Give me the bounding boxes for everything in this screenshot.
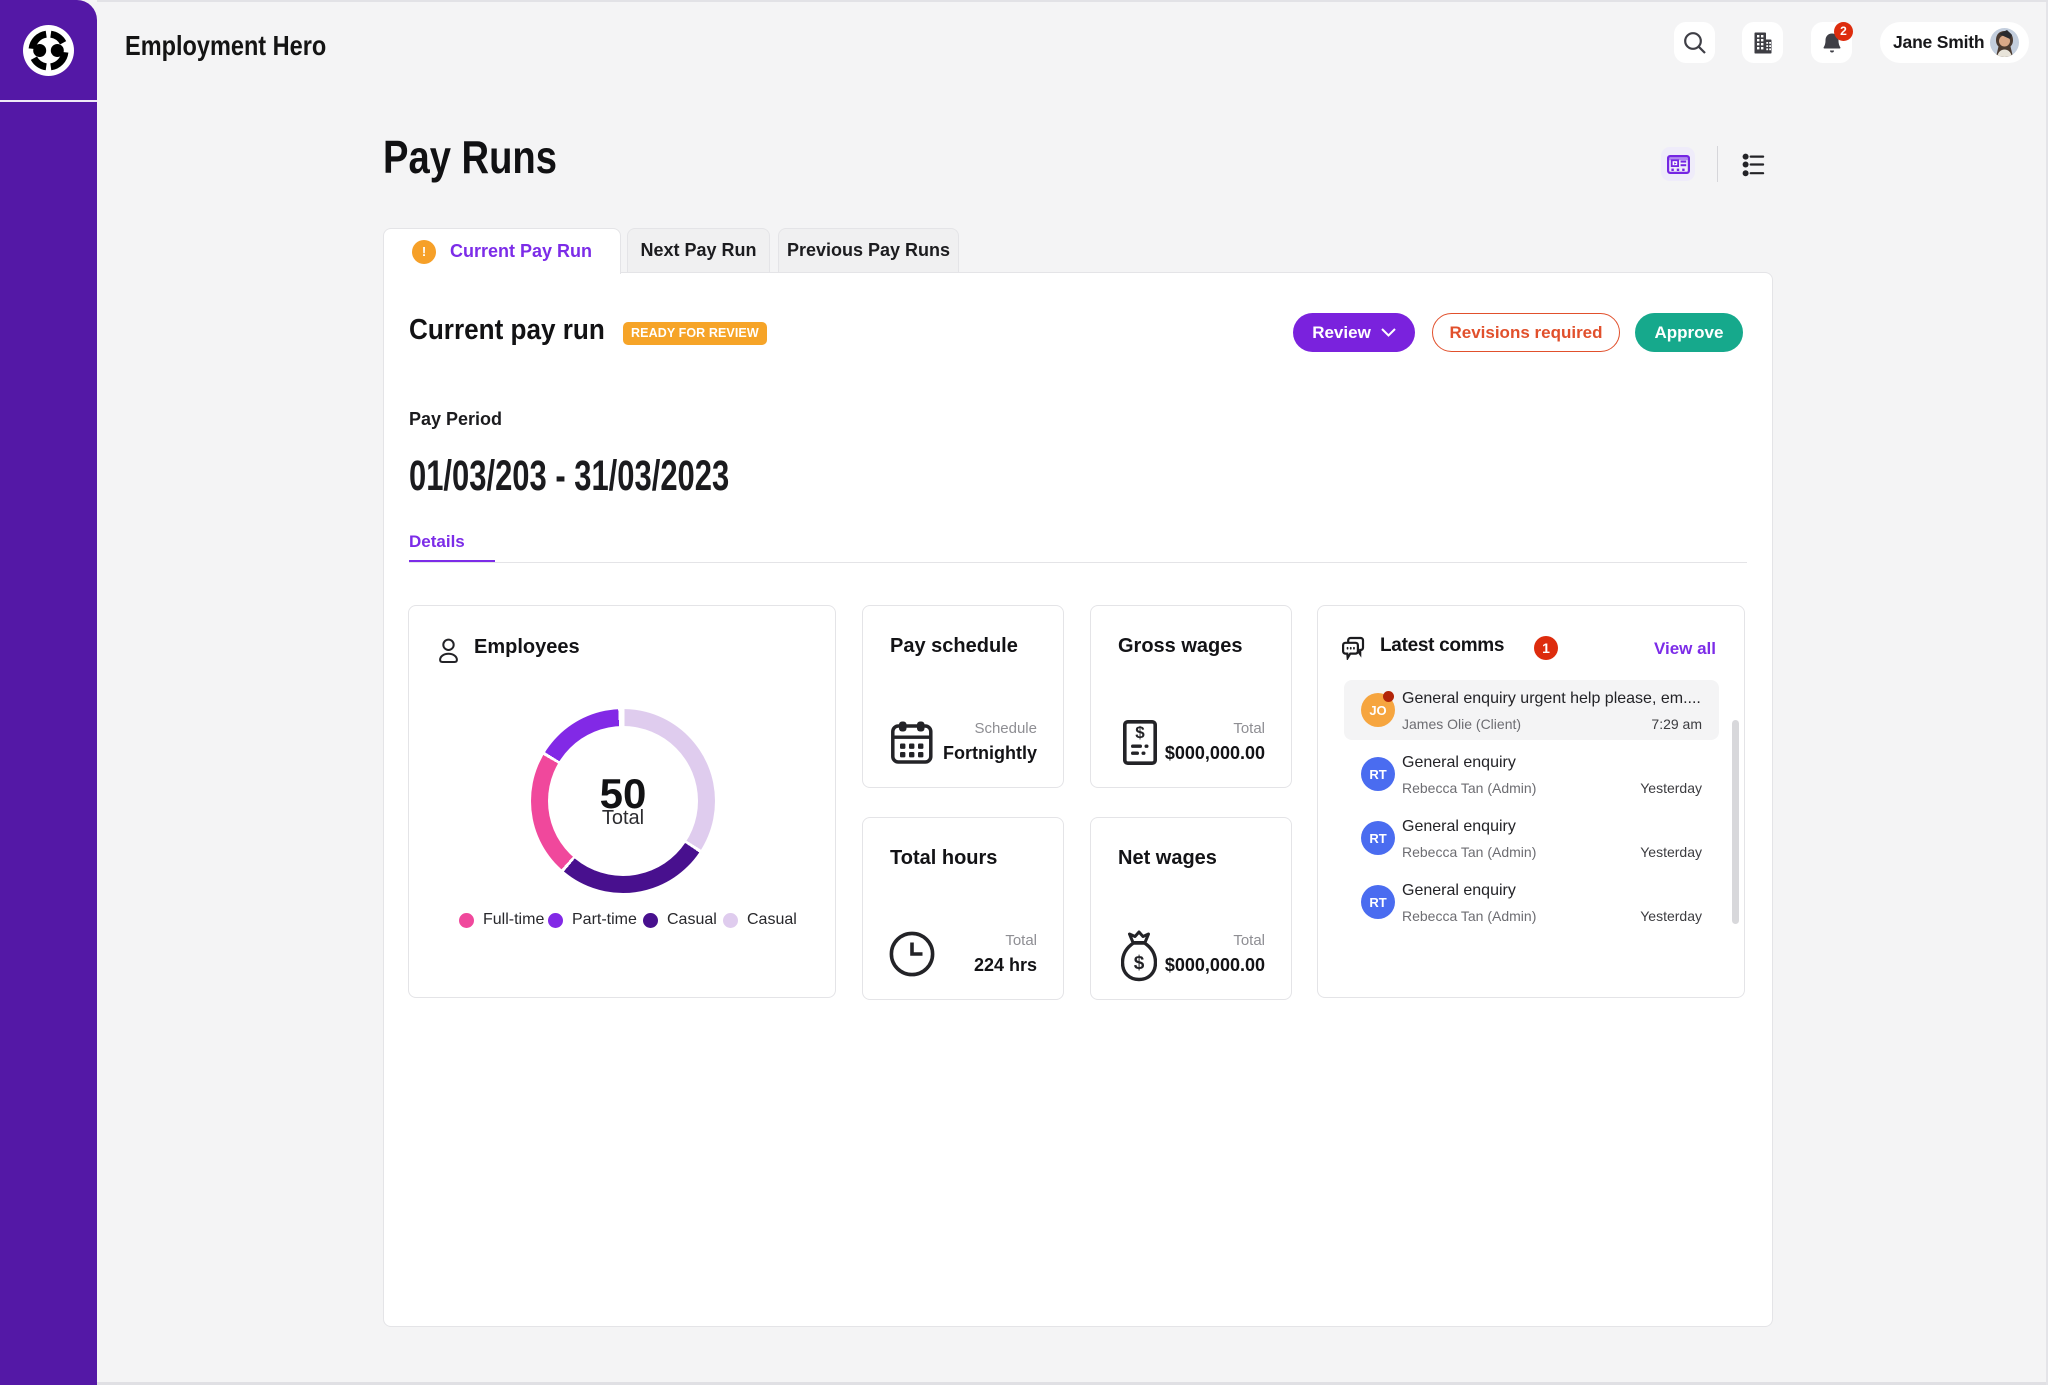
- svg-text:$: $: [1134, 953, 1145, 974]
- svg-text:$: $: [1135, 723, 1145, 742]
